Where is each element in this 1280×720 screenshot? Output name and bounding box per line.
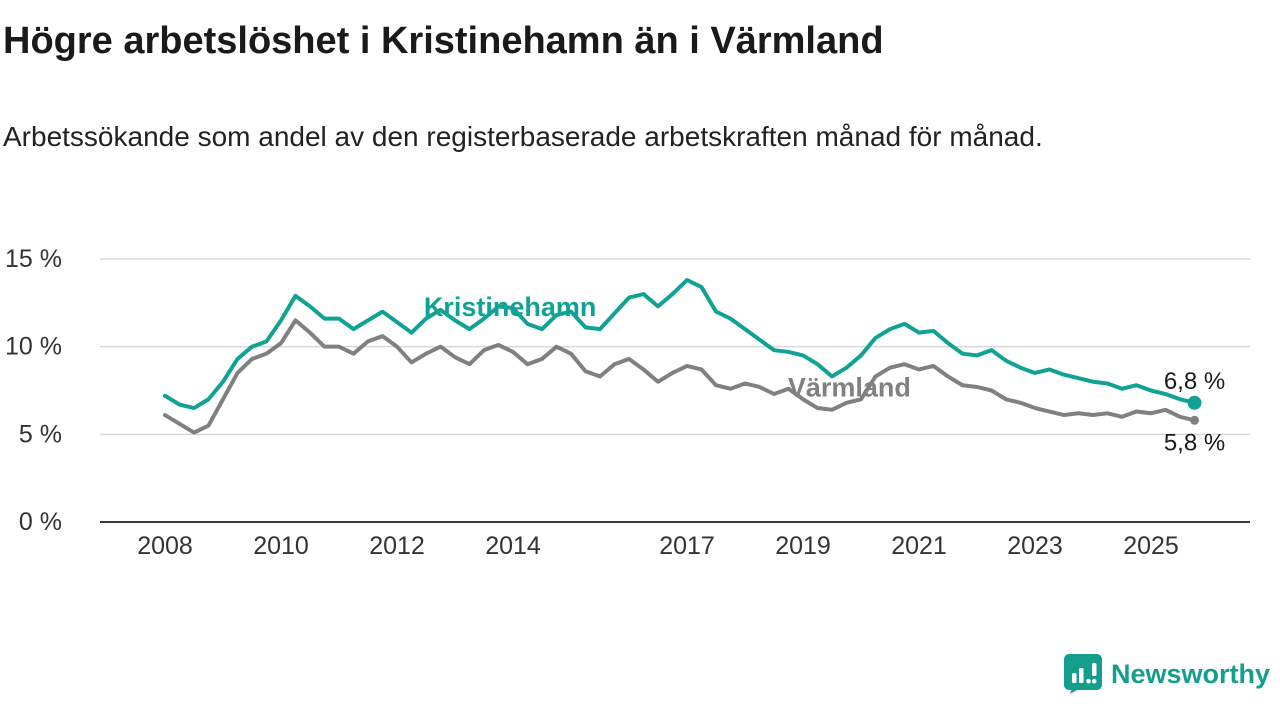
y-tick-label: 15 % xyxy=(5,245,62,273)
x-tick-label: 2010 xyxy=(253,532,309,560)
x-tick-label: 2025 xyxy=(1123,532,1179,560)
brand-footer: Newsworthy xyxy=(1063,654,1270,694)
x-tick-label: 2023 xyxy=(1007,532,1063,560)
chart-svg: 0 % 5 % 10 % 15 % 2008 2010 2012 2014 2017 2019 20… xyxy=(5,245,1250,560)
x-tick-label: 2012 xyxy=(369,532,425,560)
chart-subtitle: Arbetssökande som andel av den registerb… xyxy=(3,121,1043,152)
x-tick-label: 2019 xyxy=(775,532,831,560)
x-tick-label: 2008 xyxy=(137,532,193,560)
x-tick-label: 2021 xyxy=(891,532,947,560)
x-tick-label: 2017 xyxy=(659,532,715,560)
y-tick-label: 5 % xyxy=(19,420,62,448)
brand-name: Newsworthy xyxy=(1110,658,1270,689)
series-end-value-kristinehamn: 6,8 % xyxy=(1164,368,1225,395)
series-line-kristinehamn xyxy=(163,278,1197,411)
series-end-value-värmland: 5,8 % xyxy=(1164,429,1225,456)
x-tick-label: 2014 xyxy=(485,532,541,560)
series-end-dot-värmland xyxy=(1190,415,1199,425)
series-label-värmland: Värmland xyxy=(788,373,911,403)
newsworthy-logo-icon xyxy=(1063,654,1102,694)
series-end-dot-kristinehamn xyxy=(1187,395,1202,410)
series-line-värmland xyxy=(163,318,1197,435)
chart-title: Högre arbetslöshet i Kristinehamn än i V… xyxy=(3,20,884,62)
y-tick-label: 0 % xyxy=(19,508,62,536)
y-tick-label: 10 % xyxy=(5,333,62,361)
series-label-kristinehamn: Kristinehamn xyxy=(424,292,597,322)
